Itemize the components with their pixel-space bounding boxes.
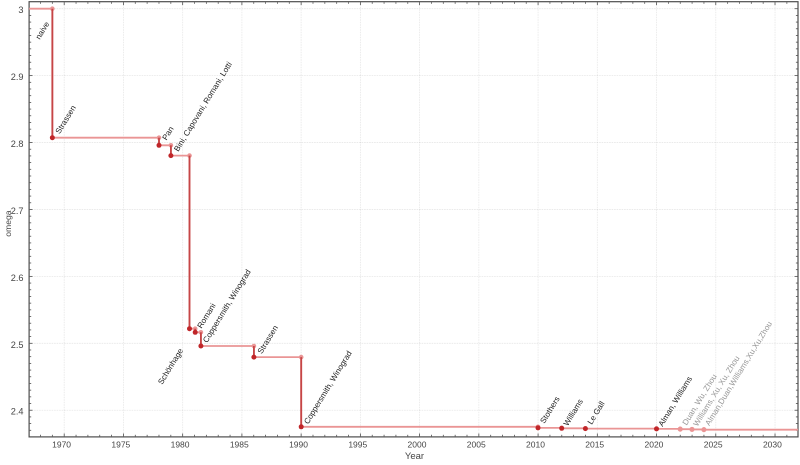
svg-text:2030: 2030 [763, 440, 782, 450]
svg-text:2000: 2000 [408, 440, 427, 450]
svg-text:2020: 2020 [644, 440, 663, 450]
svg-text:Year: Year [405, 451, 424, 460]
svg-text:2.9: 2.9 [11, 72, 24, 82]
svg-text:2025: 2025 [704, 440, 723, 450]
svg-text:2015: 2015 [585, 440, 604, 450]
svg-text:omega: omega [3, 210, 13, 236]
svg-text:1970: 1970 [52, 440, 71, 450]
svg-text:1985: 1985 [230, 440, 249, 450]
svg-text:2010: 2010 [526, 440, 545, 450]
svg-text:1995: 1995 [348, 440, 367, 450]
svg-text:2.8: 2.8 [11, 139, 24, 149]
svg-text:3: 3 [18, 5, 23, 15]
svg-text:2005: 2005 [467, 440, 486, 450]
svg-text:2.7: 2.7 [11, 206, 24, 216]
svg-text:2.4: 2.4 [11, 407, 24, 417]
svg-text:2.5: 2.5 [11, 340, 24, 350]
svg-text:1990: 1990 [289, 440, 308, 450]
svg-text:1980: 1980 [171, 440, 190, 450]
svg-text:1975: 1975 [111, 440, 130, 450]
svg-text:2.6: 2.6 [11, 273, 24, 283]
